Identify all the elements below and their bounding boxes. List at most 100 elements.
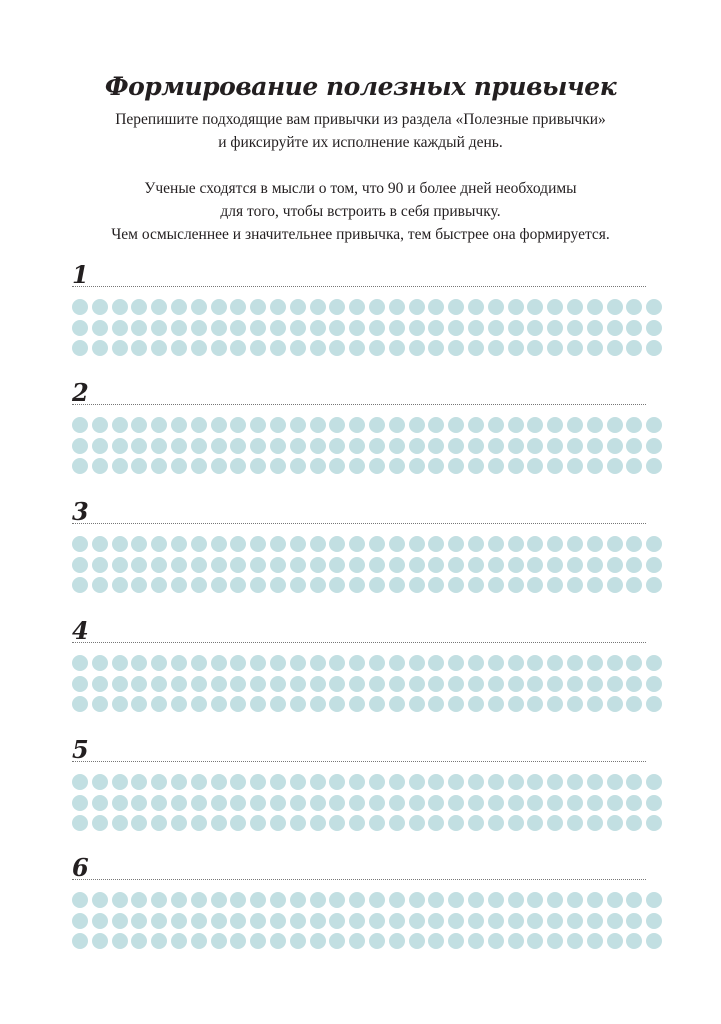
day-circle[interactable] bbox=[309, 774, 326, 790]
day-circle[interactable] bbox=[289, 794, 306, 811]
day-circle[interactable] bbox=[487, 696, 504, 712]
day-circle[interactable] bbox=[309, 794, 326, 811]
day-circle[interactable] bbox=[388, 912, 405, 929]
day-circle[interactable] bbox=[408, 794, 425, 811]
day-circle[interactable] bbox=[250, 794, 267, 811]
day-circle[interactable] bbox=[507, 458, 524, 474]
day-circle[interactable] bbox=[408, 577, 425, 593]
day-circle[interactable] bbox=[111, 458, 128, 474]
day-circle[interactable] bbox=[547, 794, 564, 811]
day-circle[interactable] bbox=[151, 458, 168, 474]
day-circle[interactable] bbox=[368, 933, 385, 949]
day-circle[interactable] bbox=[626, 437, 643, 454]
day-circle[interactable] bbox=[467, 536, 484, 552]
day-circle[interactable] bbox=[388, 536, 405, 552]
day-circle[interactable] bbox=[586, 340, 603, 356]
day-circle[interactable] bbox=[329, 794, 346, 811]
day-circle[interactable] bbox=[586, 299, 603, 315]
day-circle[interactable] bbox=[586, 912, 603, 929]
day-circle[interactable] bbox=[269, 696, 286, 712]
day-circle[interactable] bbox=[329, 319, 346, 336]
day-circle[interactable] bbox=[507, 577, 524, 593]
day-circle[interactable] bbox=[408, 417, 425, 433]
day-circle[interactable] bbox=[230, 794, 247, 811]
day-circle[interactable] bbox=[309, 417, 326, 433]
day-circle[interactable] bbox=[527, 340, 544, 356]
day-circle[interactable] bbox=[368, 536, 385, 552]
day-circle[interactable] bbox=[131, 675, 148, 692]
day-circle[interactable] bbox=[448, 774, 465, 790]
day-circle[interactable] bbox=[626, 340, 643, 356]
day-circle[interactable] bbox=[250, 774, 267, 790]
day-circle[interactable] bbox=[428, 319, 445, 336]
day-circle[interactable] bbox=[210, 892, 227, 908]
day-circle[interactable] bbox=[72, 319, 88, 336]
day-circle[interactable] bbox=[111, 912, 128, 929]
day-circle[interactable] bbox=[72, 675, 88, 692]
day-circle[interactable] bbox=[309, 319, 326, 336]
day-circle[interactable] bbox=[448, 892, 465, 908]
day-circle[interactable] bbox=[448, 912, 465, 929]
day-circle[interactable] bbox=[230, 933, 247, 949]
day-circle[interactable] bbox=[646, 458, 663, 474]
day-circle[interactable] bbox=[626, 774, 643, 790]
day-circle[interactable] bbox=[547, 815, 564, 831]
day-circle[interactable] bbox=[646, 655, 663, 671]
day-circle[interactable] bbox=[309, 577, 326, 593]
day-circle[interactable] bbox=[428, 912, 445, 929]
day-circle[interactable] bbox=[408, 933, 425, 949]
day-circle[interactable] bbox=[111, 319, 128, 336]
day-circle[interactable] bbox=[230, 417, 247, 433]
day-circle[interactable] bbox=[507, 299, 524, 315]
day-circle[interactable] bbox=[408, 437, 425, 454]
day-circle[interactable] bbox=[72, 458, 88, 474]
day-circle[interactable] bbox=[72, 933, 88, 949]
day-circle[interactable] bbox=[329, 556, 346, 573]
day-circle[interactable] bbox=[626, 696, 643, 712]
day-circle[interactable] bbox=[72, 655, 88, 671]
day-circle[interactable] bbox=[428, 696, 445, 712]
habit-name-line[interactable] bbox=[72, 761, 646, 762]
day-circle[interactable] bbox=[210, 675, 227, 692]
day-circle[interactable] bbox=[190, 299, 207, 315]
day-circle[interactable] bbox=[448, 556, 465, 573]
day-circle[interactable] bbox=[527, 417, 544, 433]
day-circle[interactable] bbox=[210, 696, 227, 712]
day-circle[interactable] bbox=[547, 774, 564, 790]
day-circle[interactable] bbox=[329, 417, 346, 433]
day-circle[interactable] bbox=[547, 675, 564, 692]
day-circle[interactable] bbox=[646, 319, 663, 336]
day-circle[interactable] bbox=[487, 577, 504, 593]
day-circle[interactable] bbox=[566, 892, 583, 908]
day-circle[interactable] bbox=[448, 299, 465, 315]
day-circle[interactable] bbox=[547, 437, 564, 454]
day-circle[interactable] bbox=[507, 892, 524, 908]
day-circle[interactable] bbox=[131, 536, 148, 552]
day-circle[interactable] bbox=[408, 299, 425, 315]
day-circle[interactable] bbox=[131, 794, 148, 811]
day-circle[interactable] bbox=[329, 675, 346, 692]
day-circle[interactable] bbox=[487, 437, 504, 454]
day-circle[interactable] bbox=[91, 794, 108, 811]
day-circle[interactable] bbox=[388, 417, 405, 433]
day-circle[interactable] bbox=[91, 577, 108, 593]
day-circle[interactable] bbox=[170, 675, 187, 692]
day-circle[interactable] bbox=[467, 655, 484, 671]
day-circle[interactable] bbox=[388, 299, 405, 315]
day-circle[interactable] bbox=[368, 696, 385, 712]
day-circle[interactable] bbox=[190, 933, 207, 949]
day-circle[interactable] bbox=[646, 536, 663, 552]
day-circle[interactable] bbox=[210, 340, 227, 356]
day-circle[interactable] bbox=[190, 696, 207, 712]
day-circle[interactable] bbox=[566, 437, 583, 454]
day-circle[interactable] bbox=[111, 696, 128, 712]
day-circle[interactable] bbox=[467, 892, 484, 908]
day-circle[interactable] bbox=[448, 696, 465, 712]
day-circle[interactable] bbox=[487, 912, 504, 929]
day-circle[interactable] bbox=[269, 794, 286, 811]
day-circle[interactable] bbox=[151, 675, 168, 692]
day-circle[interactable] bbox=[467, 933, 484, 949]
day-circle[interactable] bbox=[91, 340, 108, 356]
day-circle[interactable] bbox=[91, 319, 108, 336]
day-circle[interactable] bbox=[170, 655, 187, 671]
